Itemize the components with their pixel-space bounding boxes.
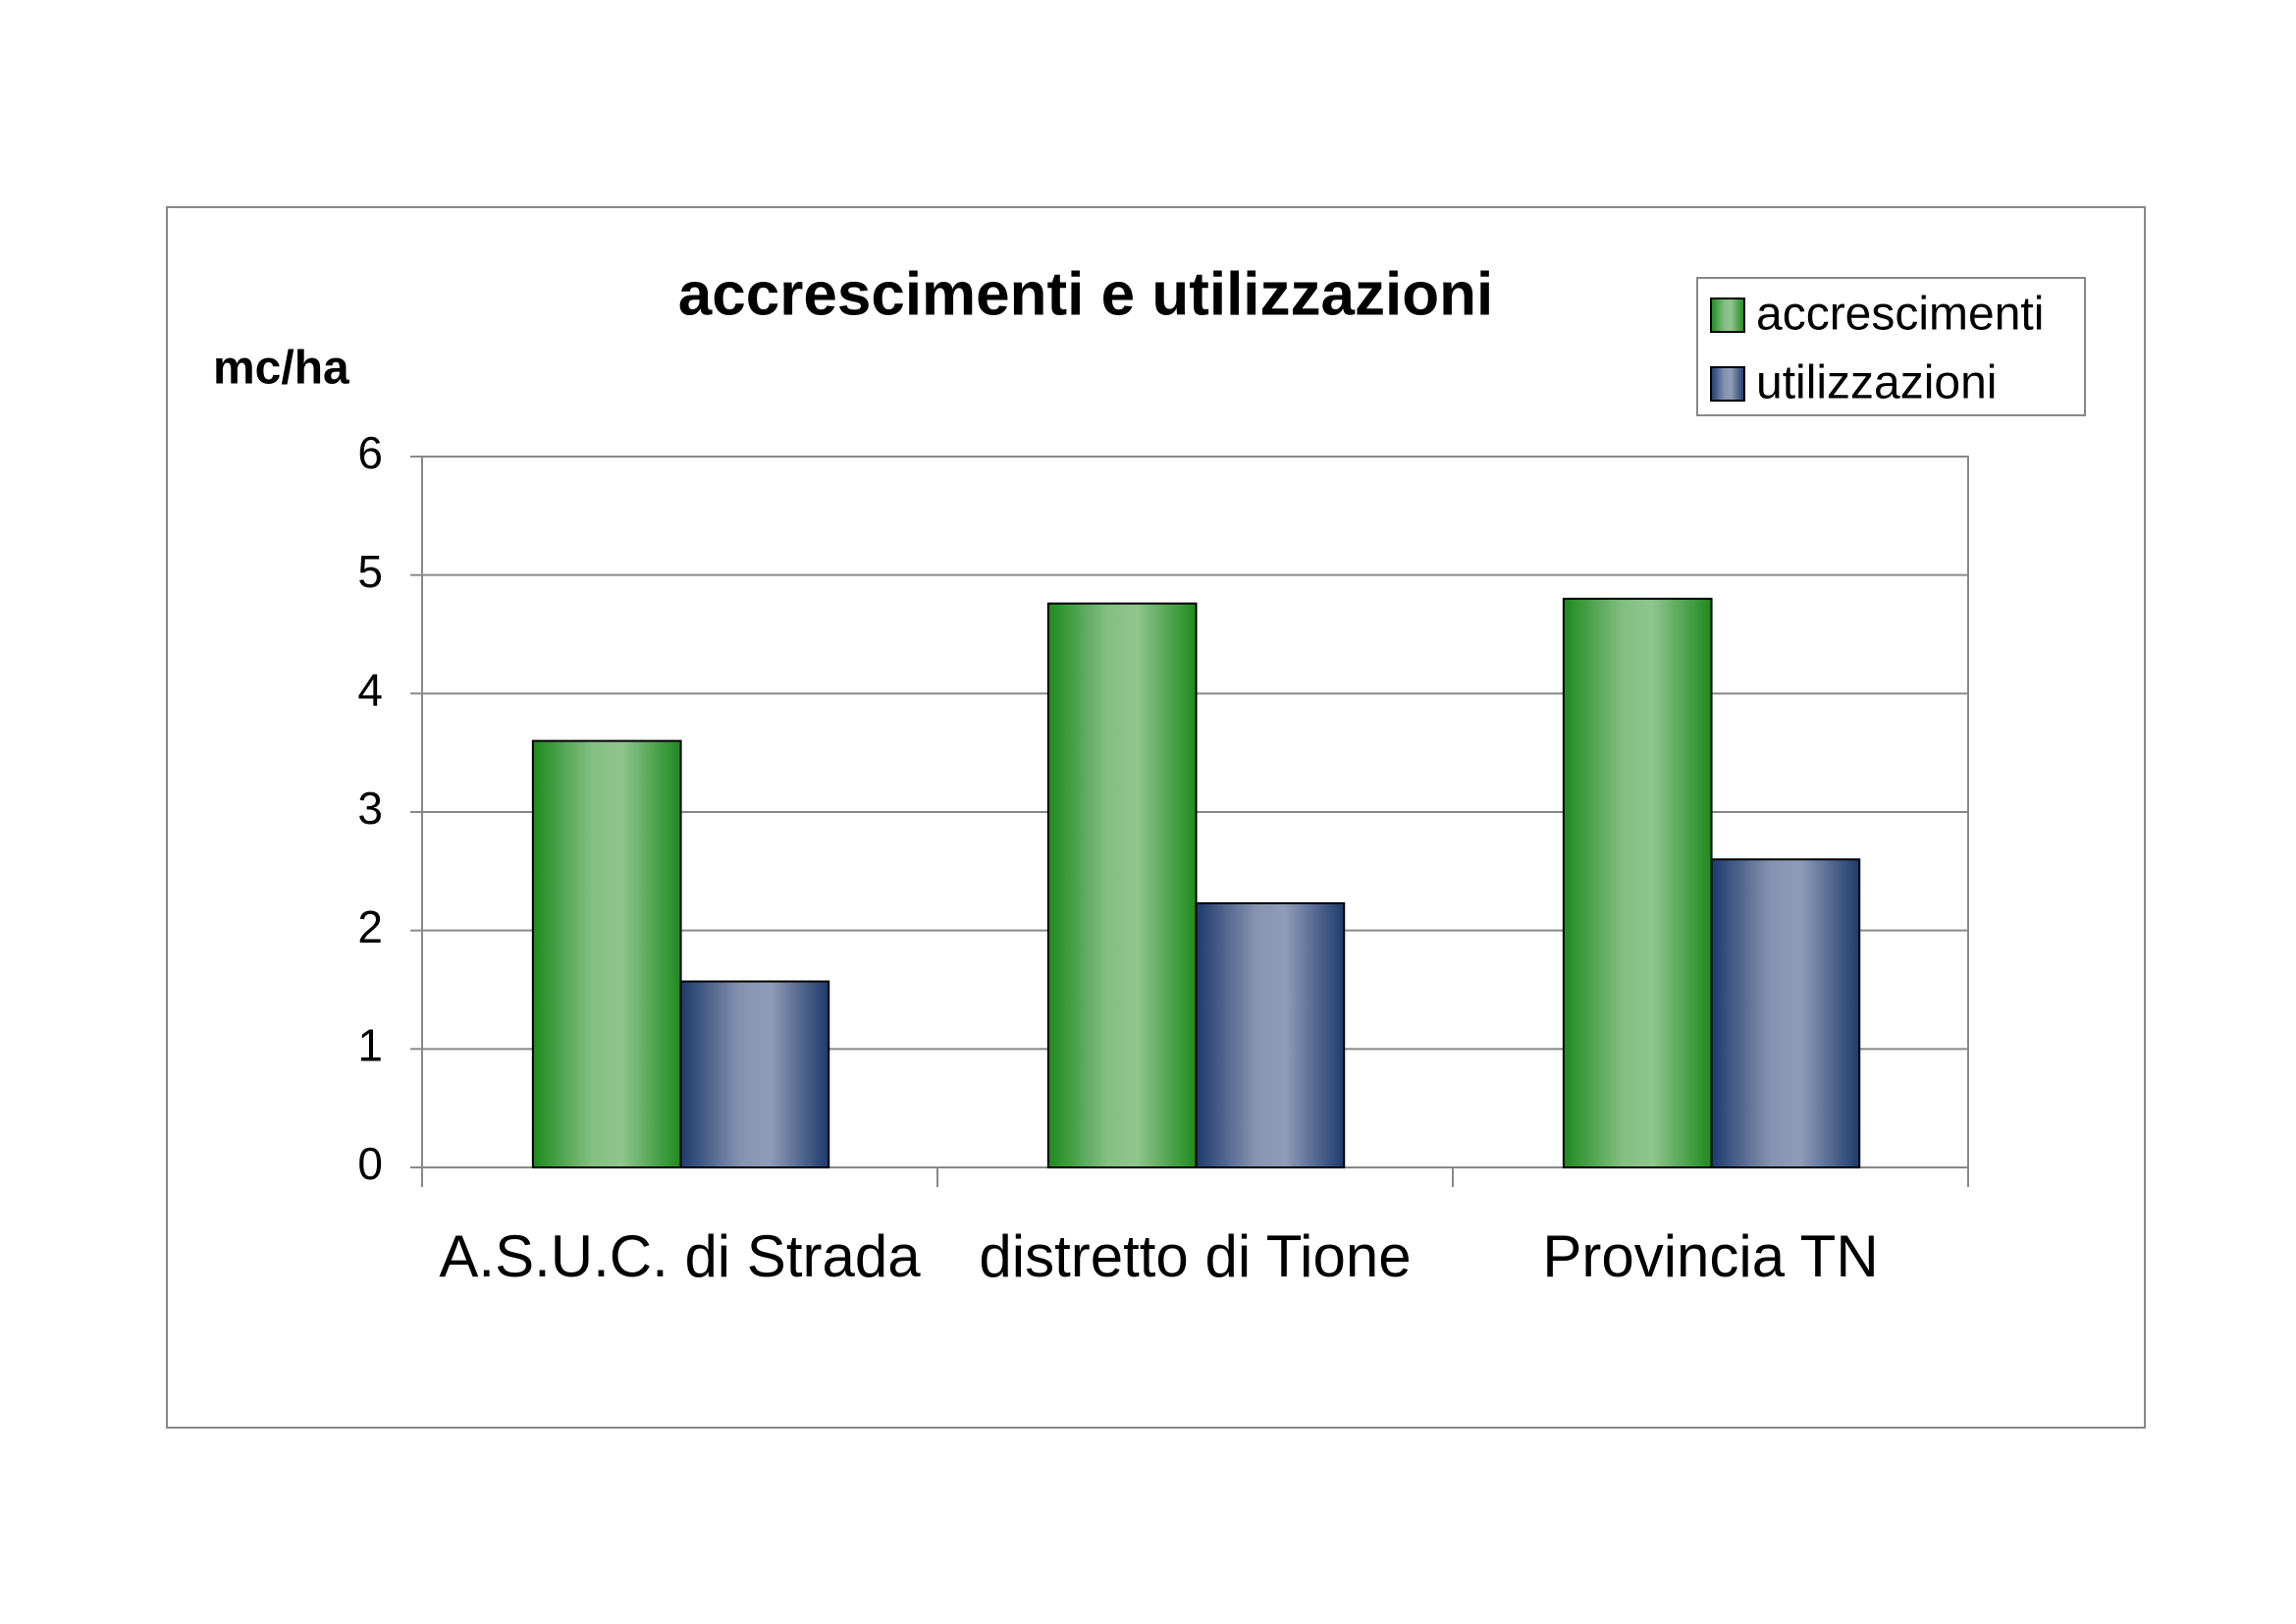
- legend-swatch: [1710, 366, 1745, 402]
- x-tick-label: A.S.U.C. di Strada: [439, 1223, 921, 1289]
- y-tick-label: 6: [357, 427, 383, 478]
- y-tick-label: 4: [357, 664, 383, 715]
- y-tick-label: 2: [357, 901, 383, 952]
- y-tick-label: 0: [357, 1138, 383, 1189]
- y-axis-label: mc/ha: [213, 343, 349, 395]
- bar: [679, 980, 830, 1169]
- bar: [1046, 602, 1198, 1168]
- x-tick-label: distretto di Tione: [979, 1223, 1412, 1289]
- bar: [1710, 858, 1861, 1168]
- legend-box: [1696, 277, 2086, 416]
- bar: [1195, 901, 1346, 1168]
- bar: [531, 739, 682, 1168]
- legend-label: utilizzazioni: [1756, 357, 1997, 409]
- legend-swatch: [1710, 298, 1745, 333]
- y-tick-label: 5: [357, 546, 383, 597]
- chart-title: accrescimenti e utilizzazioni: [678, 260, 1493, 328]
- y-tick-label: 1: [357, 1019, 383, 1070]
- legend-label: accrescimenti: [1756, 289, 2044, 341]
- x-tick-label: Provincia TN: [1542, 1223, 1879, 1289]
- y-tick-label: 3: [357, 783, 383, 834]
- bar: [1562, 597, 1713, 1168]
